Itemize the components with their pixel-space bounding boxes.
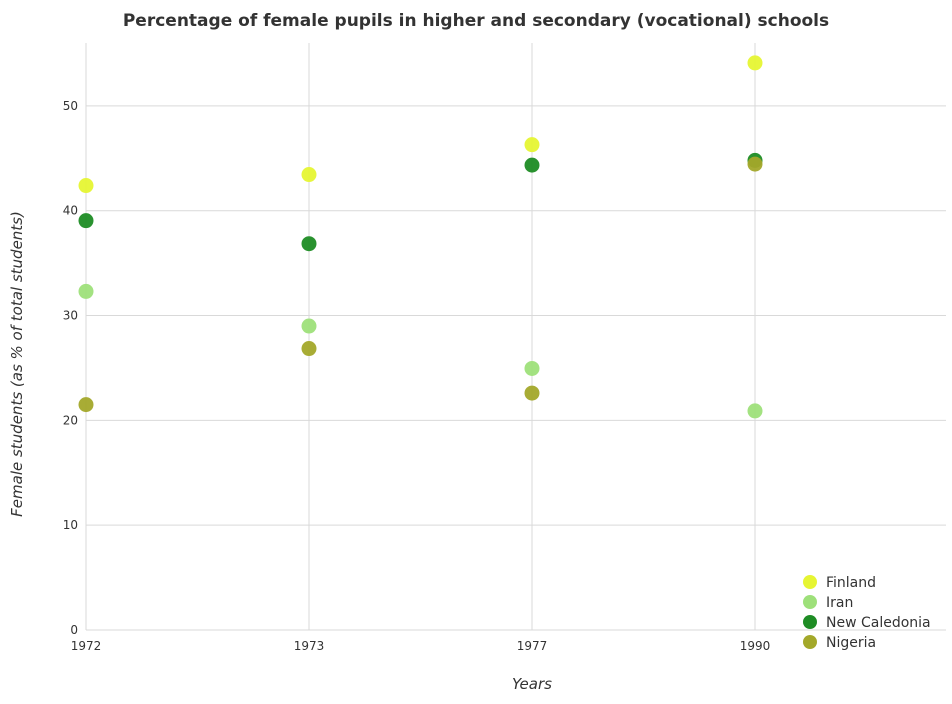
legend-marker-nigeria <box>803 635 817 649</box>
legend-marker-iran <box>803 595 817 609</box>
point-finland-1972 <box>78 178 94 194</box>
y-axis-label: Female students (as % of total students) <box>8 211 26 517</box>
grid-layer <box>85 43 946 631</box>
y-tick-label: 50 <box>63 99 78 113</box>
x-tick-label: 1977 <box>517 639 548 653</box>
legend-label-new-caledonia: New Caledonia <box>826 615 931 631</box>
y-tick-label: 0 <box>70 623 78 637</box>
legend-label-iran: Iran <box>826 595 853 611</box>
point-nigeria-1972 <box>78 397 94 413</box>
legend-marker-new-caledonia <box>803 615 817 629</box>
point-iran-1973 <box>301 318 317 334</box>
point-new-caledonia-1972 <box>78 213 94 229</box>
point-new-caledonia-1977 <box>524 157 540 173</box>
point-finland-1973 <box>301 167 317 183</box>
legend-label-nigeria: Nigeria <box>826 635 876 651</box>
point-iran-1990 <box>747 403 763 419</box>
x-tick-label: 1972 <box>71 639 102 653</box>
axis-layer: 0 10 20 30 40 50 1972 1973 1977 1990 <box>63 99 771 653</box>
legend-marker-finland <box>803 575 817 589</box>
point-nigeria-1973 <box>301 341 317 357</box>
point-finland-1977 <box>524 137 540 153</box>
point-nigeria-1977 <box>524 385 540 401</box>
x-tick-label: 1990 <box>740 639 771 653</box>
legend-label-finland: Finland <box>826 575 876 591</box>
x-axis-label: Years <box>512 675 552 693</box>
point-iran-1972 <box>78 283 94 299</box>
y-tick-label: 10 <box>63 518 78 532</box>
y-tick-label: 20 <box>63 413 78 427</box>
x-tick-label: 1973 <box>294 639 325 653</box>
point-nigeria-1990 <box>747 156 763 172</box>
point-iran-1977 <box>524 360 540 376</box>
y-tick-label: 40 <box>63 204 78 218</box>
point-new-caledonia-1973 <box>301 236 317 252</box>
y-tick-label: 30 <box>63 309 78 323</box>
points-layer <box>78 55 763 419</box>
point-finland-1990 <box>747 55 763 71</box>
legend: Finland Iran New Caledonia Nigeria <box>803 575 931 651</box>
chart-title: Percentage of female pupils in higher an… <box>123 11 829 31</box>
